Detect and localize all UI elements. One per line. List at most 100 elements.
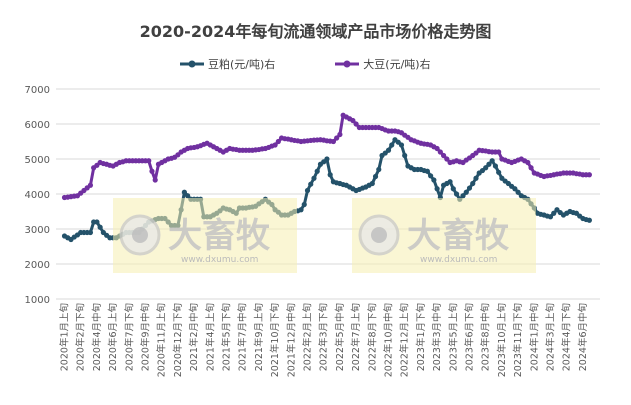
x-tick-label: 2023年11月下旬 [512, 303, 524, 377]
data-point [512, 186, 518, 192]
x-tick-label: 2024年3月上旬 [545, 303, 557, 371]
x-tick-label: 2023年10月上旬 [496, 303, 508, 377]
x-tick-label: 2023年5月上旬 [447, 303, 459, 371]
watermark-brand: 大畜牧 [407, 216, 510, 256]
data-point [334, 135, 340, 141]
watermark-logo-dot [132, 227, 148, 243]
data-point [551, 210, 557, 216]
data-point [353, 121, 359, 127]
data-point [440, 152, 447, 159]
data-point [298, 207, 304, 213]
data-point [330, 138, 337, 145]
x-tick-label: 2020年4月中旬 [91, 303, 103, 371]
x-tick-label: 2021年4月上旬 [204, 303, 216, 371]
data-point [470, 180, 476, 187]
data-point [586, 172, 592, 178]
legend-item-soybean: 大豆(元/吨)右 [335, 56, 431, 72]
data-point [372, 173, 379, 180]
data-point [437, 149, 443, 155]
data-point [327, 172, 333, 178]
x-tick-label: 2022年7月上旬 [350, 303, 362, 371]
data-point [337, 131, 343, 138]
data-point [308, 181, 314, 187]
legend: 豆粕(元/吨)右 大豆(元/吨)右 [180, 56, 431, 72]
data-point [473, 175, 479, 181]
data-point [466, 185, 473, 191]
x-tick-label: 2020年12月下旬 [172, 303, 184, 377]
x-tick-label: 2020年6月上旬 [107, 303, 119, 371]
data-point [486, 161, 492, 167]
x-tick-label: 2023年8月中旬 [480, 303, 492, 371]
data-point [492, 163, 499, 169]
data-point [450, 186, 456, 192]
data-point [434, 145, 440, 152]
y-tick-label: 1000 [25, 295, 50, 306]
data-point [402, 152, 408, 159]
data-point [496, 149, 502, 155]
data-point [424, 168, 430, 174]
x-tick-label: 2020年9月中旬 [140, 303, 152, 371]
data-point [453, 191, 460, 197]
data-point [304, 187, 311, 194]
data-point [428, 173, 434, 179]
data-point [547, 214, 554, 220]
x-tick-label: 2021年2月中旬 [188, 303, 200, 371]
x-tick-label: 2020年2月下旬 [75, 303, 87, 371]
data-point [324, 156, 330, 162]
x-tick-label: 2022年5月中旬 [334, 303, 346, 371]
y-tick-label: 6000 [25, 120, 50, 131]
legend-item-soybean-meal: 豆粕(元/吨)右 [180, 56, 275, 72]
y-tick-label: 5000 [25, 155, 50, 166]
data-point [586, 217, 592, 223]
data-point [398, 142, 405, 148]
data-point [311, 175, 317, 181]
data-point [181, 189, 187, 195]
data-point [87, 229, 94, 236]
x-tick-label: 2022年3月下旬 [318, 303, 330, 371]
data-point [385, 147, 392, 153]
x-tick-label: 2024年6月中旬 [577, 303, 589, 371]
data-point [444, 156, 450, 162]
data-point [272, 142, 278, 148]
data-point [463, 189, 469, 195]
data-point [314, 168, 320, 174]
y-tick-label: 7000 [25, 85, 50, 96]
data-point [483, 165, 489, 171]
watermark-brand: 大畜牧 [168, 216, 271, 256]
y-tick-label: 2000 [25, 260, 50, 271]
data-point [434, 186, 440, 192]
x-tick-label: 2022年8月下旬 [366, 303, 378, 371]
x-tick-label: 2022年10月中旬 [383, 303, 395, 377]
data-point [447, 179, 453, 185]
legend-label-soybean-meal: 豆粕(元/吨)右 [208, 58, 276, 71]
x-tick-label: 2022年12月上旬 [399, 303, 411, 377]
watermark-logo-dot [371, 227, 387, 243]
data-point [525, 159, 531, 166]
legend-label-soybean: 大豆(元/吨)右 [363, 58, 431, 71]
data-point [275, 138, 281, 145]
data-point [389, 142, 395, 148]
data-point [152, 177, 158, 183]
data-point [489, 158, 495, 164]
x-tick-label: 2020年1月上旬 [59, 303, 71, 371]
data-point [460, 193, 466, 199]
x-tick-label: 2024年4月下旬 [561, 303, 573, 371]
data-point [87, 182, 94, 188]
x-tick-label: 2021年10月下旬 [269, 303, 281, 377]
data-point [97, 224, 103, 230]
data-point [350, 117, 356, 124]
data-point [376, 166, 382, 173]
x-tick-label: 2024年1月中旬 [528, 303, 540, 371]
data-point [185, 193, 191, 199]
x-tick-label: 2020年7月下旬 [123, 303, 135, 371]
x-tick-label: 2021年5月下旬 [221, 303, 233, 371]
x-tick-label: 2021年12月中旬 [285, 303, 297, 377]
watermark-url: www.dxumu.com [181, 255, 258, 265]
x-tick-label: 2021年9月上旬 [253, 303, 265, 371]
data-point [528, 165, 534, 171]
x-tick-label: 2023年3月中旬 [431, 303, 443, 371]
chart-title: 2020-2024年每旬流通领域产品市场价格走势图 [139, 22, 492, 41]
